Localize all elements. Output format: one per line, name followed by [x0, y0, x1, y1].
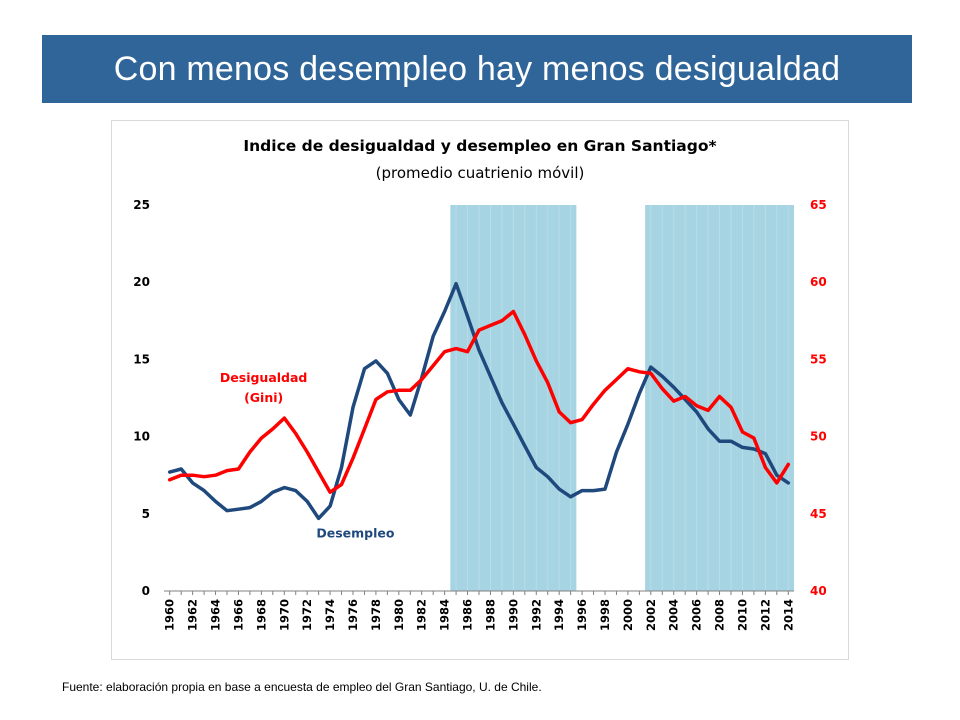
- chart-subtitle: (promedio cuatrienio móvil): [376, 164, 585, 182]
- x-tick-label: 1988: [483, 599, 497, 631]
- y-right-tick-label: 65: [810, 198, 827, 212]
- axes: 1960 1962 1964 1966 1968 1970 1972 1974 1976 1978…: [133, 198, 826, 631]
- x-tick-label: 2002: [644, 599, 658, 631]
- y-left-tick-label: 5: [142, 507, 150, 521]
- x-tick-label: 2010: [735, 599, 749, 631]
- x-tick-label: 1966: [231, 599, 245, 631]
- chart-title: Indice de desigualdad y desempleo en Gra…: [243, 137, 716, 155]
- x-tick-label: 2012: [758, 599, 772, 631]
- x-tick-label: 1984: [438, 599, 452, 631]
- x-tick-label: 1980: [392, 599, 406, 631]
- series-label-desigualdad: (Gini): [244, 390, 283, 405]
- series-labels: Desempleo Desigualdad (Gini): [220, 370, 395, 541]
- x-tick-label: 1982: [415, 599, 429, 631]
- y-left-tick-label: 25: [133, 198, 150, 212]
- x-tick-label: 1978: [369, 599, 383, 631]
- x-tick-label: 2006: [690, 599, 704, 631]
- y-left-tick-label: 10: [133, 430, 150, 444]
- x-tick-label: 1992: [529, 599, 543, 631]
- slide-title: Con menos desempleo hay menos desigualda…: [113, 49, 841, 88]
- y-right-tick-label: 55: [810, 352, 827, 366]
- y-left-tick-label: 20: [133, 275, 150, 289]
- shaded-periods: [450, 205, 794, 591]
- x-tick-label: 1998: [598, 599, 612, 631]
- series-label-desigualdad: Desigualdad: [220, 370, 307, 385]
- y-right-tick-label: 50: [810, 430, 827, 444]
- y-right-tick-label: 60: [810, 275, 827, 289]
- x-tick-label: 1964: [209, 599, 223, 631]
- x-tick-label: 1968: [254, 599, 268, 631]
- y-left-tick-label: 0: [142, 584, 150, 598]
- series-line-desigualdad: [167, 309, 791, 494]
- title-banner: Con menos desempleo hay menos desigualda…: [42, 35, 912, 103]
- x-tick-label: 2008: [713, 599, 727, 631]
- x-tick-label: 1962: [186, 599, 200, 631]
- x-tick-label: 1994: [552, 599, 566, 631]
- x-tick-label: 1976: [346, 599, 360, 631]
- x-tick-label: 1986: [461, 599, 475, 631]
- x-tick-label: 1972: [300, 599, 314, 631]
- y-right-tick-label: 45: [810, 507, 827, 521]
- x-tick-label: 1960: [163, 599, 177, 631]
- x-tick-label: 1990: [506, 599, 520, 631]
- chart-container: Indice de desigualdad y desempleo en Gra…: [111, 120, 849, 660]
- x-tick-label: 2014: [781, 599, 795, 631]
- series-lines: [167, 281, 791, 521]
- x-tick-label: 2000: [621, 599, 635, 631]
- x-tick-label: 2004: [667, 599, 681, 631]
- y-left-tick-label: 15: [133, 352, 150, 366]
- x-tick-label: 1996: [575, 599, 589, 631]
- x-tick-label: 1974: [323, 599, 337, 631]
- series-label-desempleo: Desempleo: [316, 526, 395, 541]
- source-note: Fuente: elaboración propia en base a enc…: [62, 680, 542, 694]
- series-line-desempleo: [167, 281, 791, 521]
- x-tick-label: 1970: [277, 599, 291, 631]
- y-right-tick-label: 40: [810, 584, 827, 598]
- line-chart: Indice de desigualdad y desempleo en Gra…: [133, 137, 826, 631]
